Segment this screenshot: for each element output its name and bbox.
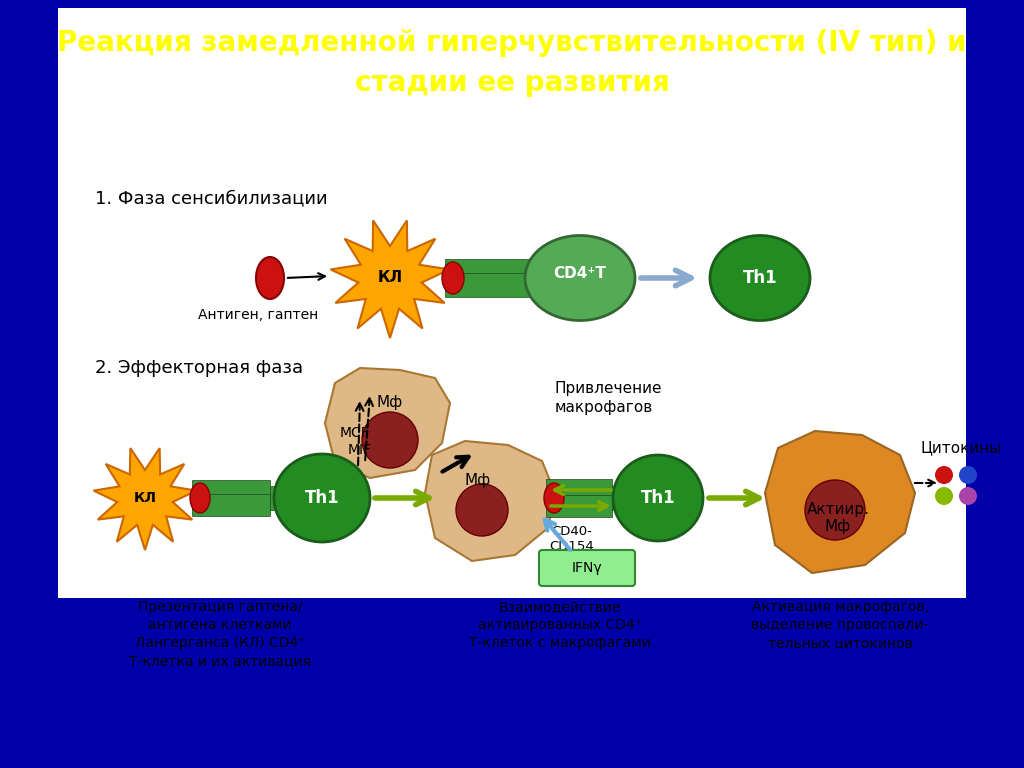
Bar (546, 479, 612, 501)
Text: Актиир.
Мф: Актиир. Мф (807, 502, 869, 535)
Text: КЛ: КЛ (133, 491, 157, 505)
Text: Взаимодействие
активированных CD4⁺
Т-клеток с макрофагами: Взаимодействие активированных CD4⁺ Т-кле… (469, 600, 651, 650)
Circle shape (959, 466, 977, 484)
Text: Презентация гаптена/
антигена клетками
Лангерганса (КЛ) CD4⁺
Т-клетка и их актив: Презентация гаптена/ антигена клетками Л… (129, 600, 311, 667)
Bar (445, 273, 530, 297)
Polygon shape (765, 431, 915, 573)
Bar (193, 480, 270, 502)
Circle shape (935, 487, 953, 505)
Ellipse shape (525, 236, 635, 320)
Text: стадии ее развития: стадии ее развития (354, 69, 670, 97)
Text: MCF: MCF (340, 426, 370, 440)
Polygon shape (331, 220, 450, 338)
Bar (445, 259, 530, 283)
Text: Реакция замедленной гиперчувствительности (IV тип) и: Реакция замедленной гиперчувствительност… (57, 29, 967, 57)
Ellipse shape (710, 236, 810, 320)
Bar (193, 494, 270, 516)
Text: Антиген, гаптен: Антиген, гаптен (198, 308, 318, 322)
Ellipse shape (613, 455, 703, 541)
Text: Th1: Th1 (742, 269, 777, 287)
Ellipse shape (190, 483, 210, 513)
Circle shape (959, 487, 977, 505)
Bar (58, 8, 966, 598)
Text: MIF: MIF (348, 443, 372, 457)
Ellipse shape (256, 257, 284, 299)
Text: КЛ: КЛ (378, 270, 402, 286)
Circle shape (456, 484, 508, 536)
Bar (445, 265, 545, 291)
Text: CD40-
CD154: CD40- CD154 (550, 525, 594, 553)
Text: эффекторная фазы более четко разделены во времени (Ярилин А.А., 2010): эффекторная фазы более четко разделены в… (180, 158, 844, 176)
Text: По механизмам развития замедленная гиперчувствительность совпадает: По механизмам развития замедленная гипер… (184, 116, 840, 134)
Text: 1. Фаза сенсибилизации: 1. Фаза сенсибилизации (95, 189, 328, 207)
Ellipse shape (544, 483, 564, 513)
Circle shape (805, 480, 865, 540)
Text: Мф: Мф (465, 472, 492, 488)
Bar (546, 495, 612, 517)
Text: с воспалительным типом иммунного ответа, только ее индуктивная и: с воспалительным типом иммунного ответа,… (202, 137, 822, 155)
Circle shape (362, 412, 418, 468)
Text: IFNγ: IFNγ (571, 561, 602, 575)
Text: 2. Эффекторная фаза: 2. Эффекторная фаза (95, 359, 303, 377)
Text: Th1: Th1 (305, 489, 339, 507)
Ellipse shape (442, 262, 464, 294)
Text: CD4⁺T: CD4⁺T (554, 266, 606, 282)
Polygon shape (325, 368, 450, 478)
Text: Мф: Мф (377, 396, 403, 411)
Polygon shape (93, 448, 197, 550)
Circle shape (935, 466, 953, 484)
Text: Привлечение
макрофагов: Привлечение макрофагов (555, 381, 663, 415)
Ellipse shape (274, 454, 370, 542)
Bar (193, 486, 280, 510)
Bar (546, 486, 620, 510)
Text: Th1: Th1 (641, 489, 675, 507)
Polygon shape (425, 441, 555, 561)
FancyBboxPatch shape (539, 550, 635, 586)
Text: Активация макрофагов,
выделение провоспали-
тельных цитокинов: Активация макрофагов, выделение провоспа… (752, 600, 929, 650)
Text: Цитокины: Цитокины (920, 441, 1001, 455)
